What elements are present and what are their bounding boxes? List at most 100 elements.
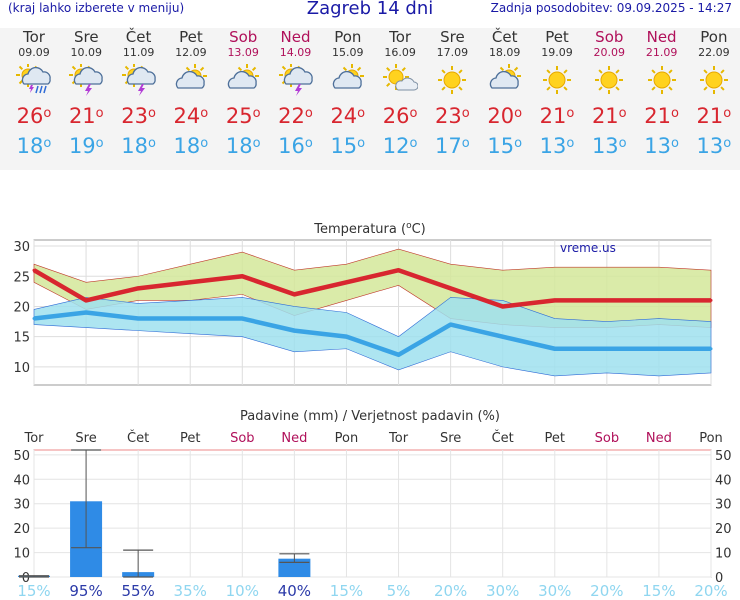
- precipitation-day-label: Ned: [281, 431, 307, 446]
- partly-cloudy-icon: [175, 64, 207, 89]
- min-temperature: 12o: [374, 132, 426, 160]
- weather-icon-slot: [270, 60, 322, 100]
- last-update: Zadnja posodobitev: 09.09.2025 - 14:27: [490, 1, 732, 15]
- min-temperature: 17o: [426, 132, 478, 160]
- min-temperature: 18o: [217, 132, 269, 160]
- day-name: Pon: [334, 28, 362, 46]
- min-temperature-value: 19: [68, 134, 96, 158]
- min-temperature-point: [240, 317, 244, 321]
- max-temperature-value: 20: [487, 104, 515, 128]
- degree-sign: o: [147, 136, 156, 151]
- min-temperature-value: 16: [278, 134, 305, 158]
- precipitation-probability-label: 5%: [387, 582, 411, 600]
- max-temperature: 21o: [531, 100, 583, 132]
- degree-sign: o: [200, 136, 209, 151]
- weather-icon-slot: [113, 60, 165, 100]
- page-header: (kraj lahko izberete v meniju) Zagreb 14…: [0, 0, 740, 20]
- min-temperature-point: [605, 347, 609, 351]
- min-temperature: 15o: [479, 132, 531, 160]
- day-column: Čet 18.09 20o 15o: [479, 28, 531, 160]
- day-column: Pon 15.09 24o 15o: [322, 28, 374, 160]
- precipitation-probability-label: 10%: [226, 582, 259, 600]
- weather-icon-slot: [165, 60, 217, 100]
- sun-icon: [595, 66, 624, 94]
- precipitation-probability-label: 95%: [69, 582, 102, 600]
- day-date: 09.09: [18, 46, 50, 59]
- temperature-y-tick: 30: [13, 240, 30, 255]
- temperature-y-tick: 20: [13, 300, 30, 315]
- day-name: Čet: [491, 28, 518, 46]
- degree-sign: o: [723, 136, 732, 151]
- min-temperature-value: 18: [225, 134, 253, 158]
- page-title: Zagreb 14 dni: [306, 0, 434, 19]
- max-temperature-value: 21: [68, 104, 96, 128]
- max-temperature-value: 23: [121, 104, 148, 128]
- min-temperature-value: 15: [330, 134, 358, 158]
- precipitation-y-tick-right: 10: [715, 547, 732, 562]
- max-temperature-point: [397, 268, 401, 272]
- min-temperature: 13o: [583, 132, 635, 160]
- day-name: Sre: [74, 28, 99, 46]
- min-temperature: 18o: [165, 132, 217, 160]
- day-date: 19.09: [541, 46, 573, 59]
- max-temperature-line: [32, 267, 711, 309]
- day-date: 16.09: [384, 46, 416, 59]
- max-temperature: 21o: [636, 100, 688, 132]
- max-temperature-point: [344, 280, 348, 284]
- degree-sign: o: [566, 106, 575, 121]
- precipitation-probability-label: 15%: [330, 582, 363, 600]
- min-temperature-point: [136, 317, 140, 321]
- precipitation-y-tick-right: 30: [715, 498, 732, 513]
- sun-icon: [543, 66, 571, 94]
- max-temperature-value: 21: [696, 104, 724, 128]
- precipitation-y-tick-left: 10: [13, 547, 30, 562]
- day-date: 20.09: [593, 46, 626, 59]
- max-temperature-value: 25: [225, 104, 253, 128]
- degree-sign: o: [95, 136, 104, 151]
- day-name: Čet: [125, 28, 152, 46]
- precipitation-bar: [278, 558, 311, 577]
- min-temperature-value: 18: [121, 134, 148, 158]
- max-temperature-value: 21: [539, 104, 567, 128]
- day-date: 10.09: [70, 46, 103, 59]
- max-temperature-point: [32, 268, 36, 272]
- min-temperature: 13o: [688, 132, 740, 160]
- day-column: Tor 09.09 26o 18o: [8, 28, 60, 160]
- max-temperature: 24o: [322, 100, 374, 132]
- precipitation-y-tick-left: 40: [13, 473, 30, 488]
- day-column: Čet 11.09 23o 18o: [113, 28, 165, 160]
- degree-sign: o: [304, 106, 313, 121]
- min-temperature-point: [84, 311, 88, 314]
- degree-sign: o: [43, 136, 52, 151]
- day-date: 22.09: [698, 46, 730, 59]
- day-column: Sre 17.09 23o 17o: [426, 28, 478, 160]
- weather-icon-slot: [374, 60, 426, 100]
- degree-sign: o: [618, 136, 627, 151]
- precipitation-y-tick-left: 30: [13, 498, 30, 513]
- day-column: Ned 14.09 22o 16o: [270, 28, 322, 160]
- degree-sign: o: [357, 136, 366, 151]
- temperature-y-tick: 15: [13, 331, 30, 346]
- precipitation-day-label: Čet: [127, 430, 149, 446]
- precipitation-probability-label: 40%: [278, 582, 311, 600]
- precipitation-y-tick-left: 20: [13, 522, 30, 537]
- weather-icon-slot: [426, 60, 478, 100]
- max-temperature-point: [240, 274, 244, 278]
- min-temperature-line: [33, 310, 711, 358]
- precipitation-day-label: Pon: [335, 431, 359, 446]
- location-hint[interactable]: (kraj lahko izberete v meniju): [8, 1, 185, 15]
- max-temperature: 21o: [583, 100, 635, 132]
- min-temperature-value: 13: [539, 134, 567, 158]
- sun-cloud-icon: [383, 64, 419, 91]
- min-temperature: 16o: [270, 132, 322, 160]
- weather-icon-slot: [531, 60, 583, 100]
- precipitation-day-label: Čet: [492, 430, 514, 446]
- precipitation-plot-area: [33, 449, 712, 578]
- min-temperature-point: [188, 317, 192, 321]
- weather-icon-slot: [322, 60, 374, 100]
- min-temperature-point: [553, 347, 557, 351]
- max-temperature: 21o: [60, 100, 112, 132]
- partly-cloudy-icon: [228, 64, 260, 89]
- precipitation-day-label: Sre: [440, 431, 461, 446]
- max-temperature: 22o: [270, 100, 322, 132]
